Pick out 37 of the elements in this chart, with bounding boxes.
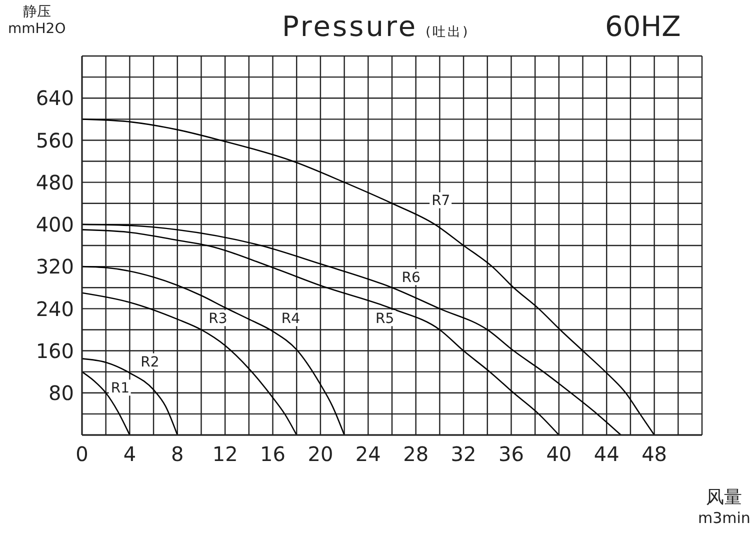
x-tick-label: 44 [594,442,620,466]
y-tick-label: 80 [48,380,74,405]
series-label: R7 [432,193,450,210]
x-axis-title: 风量 m3min [698,487,750,528]
x-tick-label: 28 [403,442,429,466]
chart-title: Pressure (吐出) [282,10,470,43]
y-tick-label: 240 [36,296,74,321]
x-tick-label: 48 [642,442,668,466]
y-tick-label: 400 [36,212,74,237]
series-label: R5 [376,311,394,328]
y-tick-label: 160 [36,338,74,363]
x-tick-label: 20 [308,442,334,466]
x-tick-label: 16 [260,442,286,466]
x-tick-label: 24 [355,442,381,466]
y-tick-label: 480 [36,170,74,194]
line-series [82,118,655,435]
y-tick-label: 640 [36,86,74,110]
line-series [82,371,130,435]
x-tick-label: 32 [450,442,476,466]
x-tick-label: 0 [76,442,88,466]
x-tick-label: 36 [498,442,524,466]
series-label: R2 [140,354,160,370]
chart-subtitle: 60HZ [605,10,681,43]
y-tick-label: 320 [36,254,74,279]
series-label: R1 [110,380,130,397]
y-axis-title: 静压 mmH2O [8,4,66,38]
series-label: R4 [281,311,300,328]
series-label: R6 [402,270,420,286]
series-label: R3 [208,311,228,328]
line-series [82,292,298,435]
x-tick-label: 12 [212,442,238,466]
line-series [82,358,178,435]
x-tick-label: 4 [123,442,136,466]
x-tick-label: 40 [546,442,572,466]
y-tick-label: 560 [36,128,74,152]
line-series [82,266,345,435]
x-tick-label: 8 [171,442,184,466]
